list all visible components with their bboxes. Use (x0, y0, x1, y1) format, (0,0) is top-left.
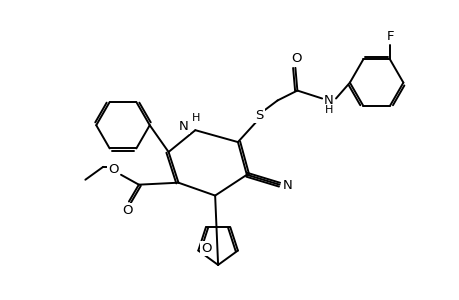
Text: H: H (324, 105, 332, 116)
Text: O: O (291, 52, 301, 65)
Text: N: N (324, 94, 333, 107)
Text: H: H (192, 113, 200, 123)
Text: S: S (255, 109, 263, 122)
Text: O: O (201, 242, 211, 255)
Text: O: O (107, 163, 118, 176)
Text: N: N (282, 179, 292, 192)
Text: F: F (386, 30, 394, 43)
Text: N: N (178, 120, 188, 133)
Text: O: O (123, 204, 133, 217)
